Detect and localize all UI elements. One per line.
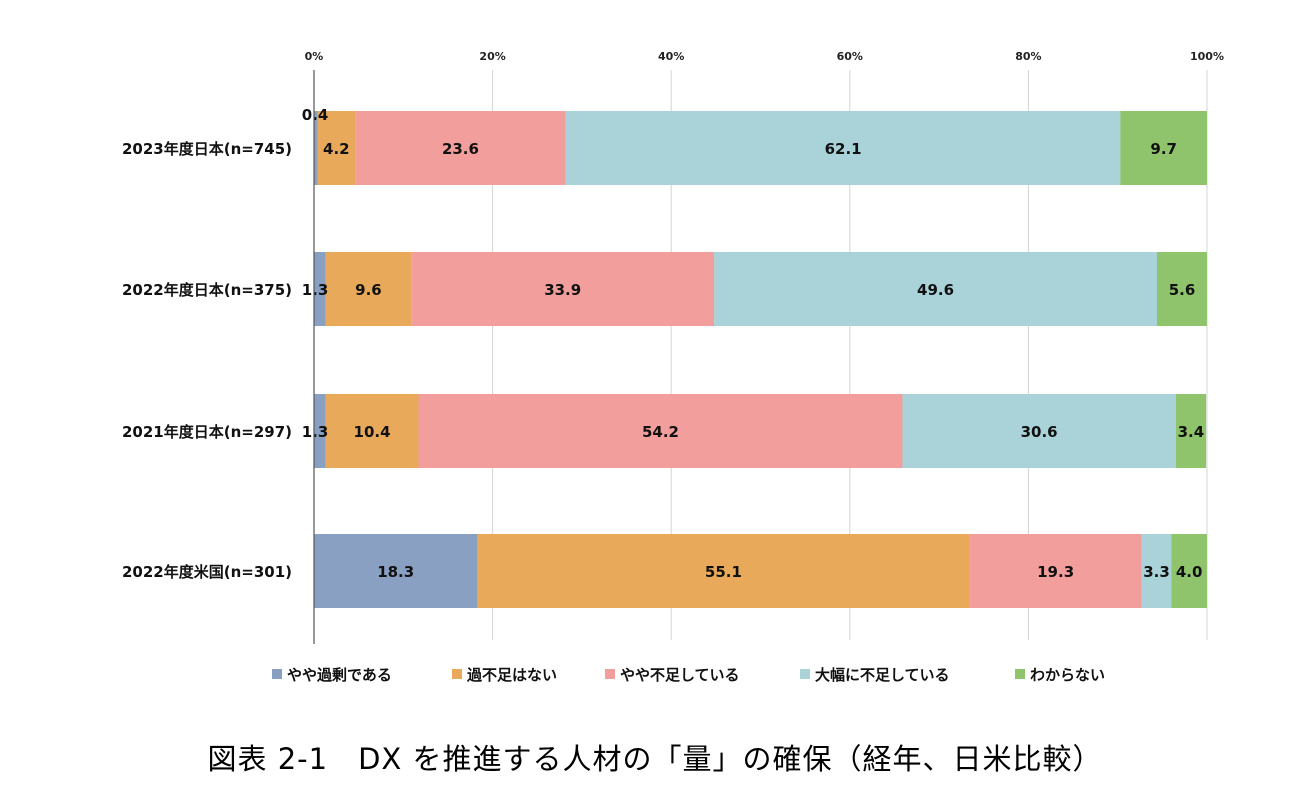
data-label: 3.3 [1143,563,1170,581]
legend-swatch [605,669,615,679]
bar-segment [477,534,970,608]
bar-segment [1156,252,1207,326]
data-label: 19.3 [1037,563,1074,581]
data-label: 49.6 [917,281,954,299]
bar-segment [355,111,566,185]
data-label: 4.2 [323,140,350,158]
data-label: 30.6 [1021,423,1058,441]
x-tick-label: 80% [1015,50,1041,63]
data-label: 62.1 [825,140,862,158]
legend-label: わからない [1030,666,1105,684]
category-label: 2023年度日本(n=745) [122,140,292,158]
data-label: 5.6 [1169,281,1196,299]
bar-segment [314,252,326,326]
bar-segment [714,252,1157,326]
chart-plot: 0% 20% 40% 60% 80% 100% 2023年度日本(n=745) 2022年度日… [122,50,1224,684]
x-tick-label: 40% [658,50,684,63]
x-tick-label: 0% [305,50,324,63]
bar-segment [969,534,1142,608]
bar-segment [314,534,478,608]
category-label: 2022年度日本(n=375) [122,281,292,299]
legend-label: やや過剰である [287,666,392,684]
bar-segment [317,111,356,185]
data-label: 0.4 [302,106,329,124]
data-label: 54.2 [642,423,679,441]
bar-segment [314,111,318,185]
data-label: 1.3 [302,281,329,299]
data-label: 23.6 [442,140,479,158]
legend-swatch [452,669,462,679]
legend-swatch [1015,669,1025,679]
data-label: 3.4 [1178,423,1205,441]
category-label: 2022年度米国(n=301) [122,563,292,581]
bar-segment [418,394,903,468]
legend-swatch [272,669,282,679]
legend-swatch [800,669,810,679]
bar-segment [314,394,326,468]
bar-segment [1171,534,1207,608]
x-tick-label: 20% [479,50,505,63]
x-tick-label: 60% [837,50,863,63]
legend-label: 過不足はない [466,666,557,684]
category-label: 2021年度日本(n=297) [122,423,292,441]
bar-segment [1175,394,1207,468]
data-label: 55.1 [705,563,742,581]
bar-segment [411,252,715,326]
chart-caption: 図表 2-1 DX を推進する人材の「量」の確保（経年、日米比較） [207,742,1103,776]
data-label: 10.4 [354,423,391,441]
data-label: 18.3 [377,563,414,581]
bar-segment [565,111,1121,185]
data-label: 9.6 [355,281,382,299]
x-tick-label: 100% [1190,50,1224,63]
bar-segment [1120,111,1207,185]
bar-segment [902,394,1176,468]
data-label: 4.0 [1176,563,1203,581]
bar-segment [325,252,412,326]
data-label: 9.7 [1150,140,1177,158]
bar-segment [325,394,419,468]
data-label: 1.3 [302,423,329,441]
data-label: 33.9 [544,281,581,299]
legend-label: やや不足している [620,666,740,684]
legend-label: 大幅に不足している [815,666,950,684]
bar-segment [1141,534,1172,608]
